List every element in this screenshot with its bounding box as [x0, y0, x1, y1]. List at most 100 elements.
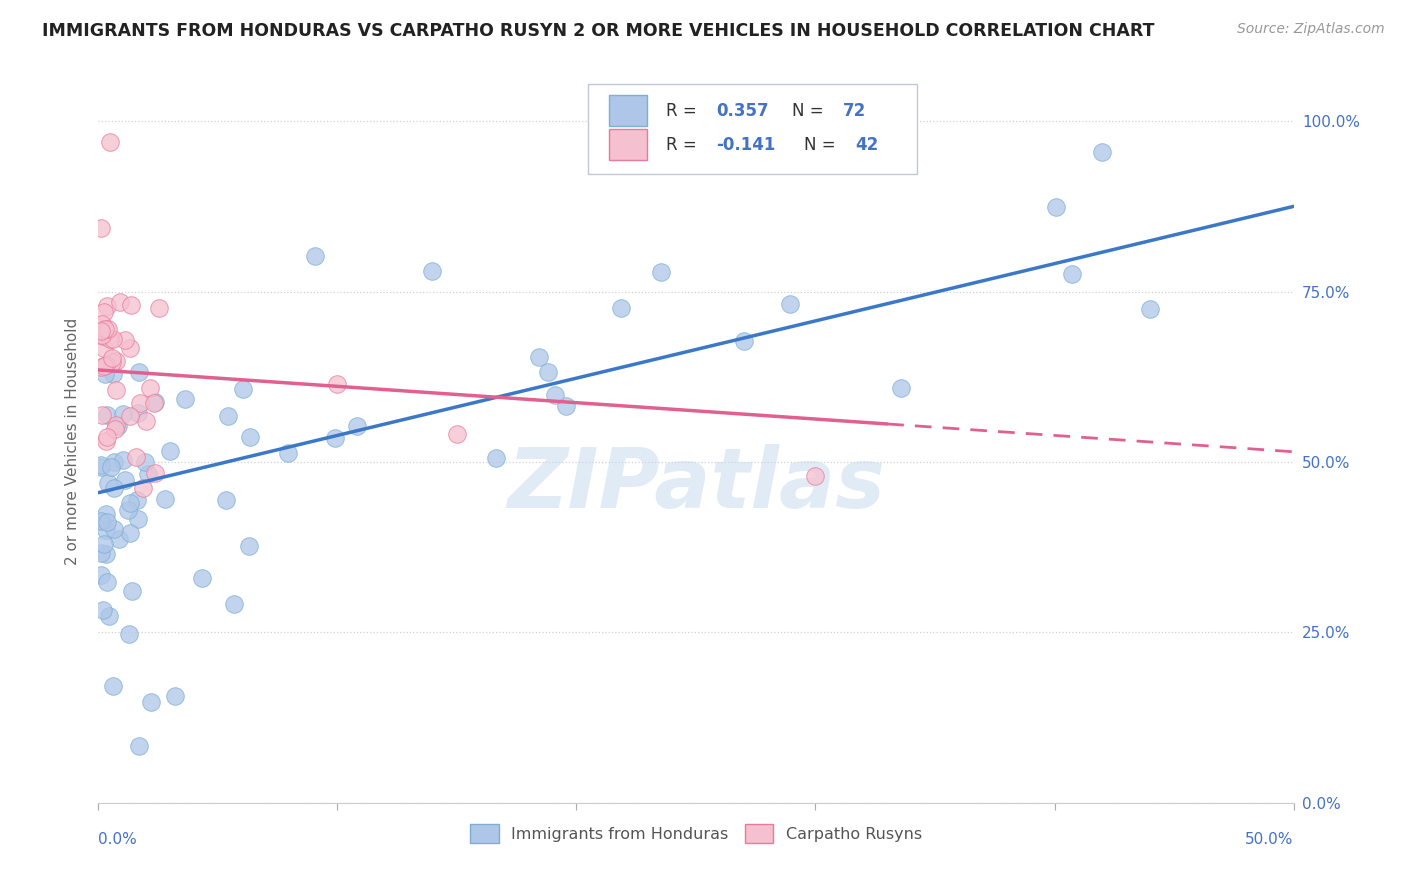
Point	[96, 299, 118, 313]
Point	[114, 333, 136, 347]
Point	[277, 446, 299, 460]
Text: N =: N =	[804, 136, 841, 153]
Point	[105, 418, 128, 433]
Text: ZIPatlas: ZIPatlas	[508, 444, 884, 525]
Point	[238, 539, 260, 553]
Point	[143, 466, 166, 480]
Point	[217, 409, 239, 423]
Point	[190, 571, 212, 585]
Point	[103, 367, 125, 381]
Point	[153, 492, 176, 507]
Point	[544, 388, 567, 402]
Point	[104, 384, 127, 398]
Point	[112, 407, 135, 421]
Point	[537, 365, 560, 379]
Point	[108, 294, 131, 309]
Point	[97, 609, 120, 624]
Point	[804, 468, 827, 483]
Point	[420, 264, 443, 278]
Point	[94, 367, 117, 381]
Point	[94, 434, 117, 448]
Point	[165, 689, 187, 703]
Point	[124, 450, 146, 464]
Point	[326, 376, 349, 391]
FancyBboxPatch shape	[589, 84, 917, 174]
Point	[159, 444, 181, 458]
Point	[224, 597, 246, 611]
Point	[111, 452, 134, 467]
Point	[96, 409, 118, 423]
Point	[1060, 267, 1083, 281]
Point	[90, 317, 112, 331]
Point	[101, 351, 124, 365]
Text: IMMIGRANTS FROM HONDURAS VS CARPATHO RUSYN 2 OR MORE VEHICLES IN HOUSEHOLD CORRE: IMMIGRANTS FROM HONDURAS VS CARPATHO RUS…	[42, 22, 1154, 40]
Point	[96, 574, 118, 589]
Point	[94, 322, 117, 336]
Point	[139, 381, 162, 395]
Point	[485, 450, 508, 465]
Point	[120, 409, 142, 423]
Point	[96, 359, 118, 373]
Point	[90, 458, 112, 473]
Point	[610, 301, 633, 315]
Point	[104, 353, 127, 368]
Point	[323, 431, 346, 445]
Point	[90, 221, 112, 235]
Text: 42: 42	[855, 136, 879, 153]
Text: 0.0%: 0.0%	[98, 831, 138, 847]
Point	[114, 473, 136, 487]
Point	[135, 414, 157, 428]
Text: 50.0%: 50.0%	[1246, 831, 1294, 847]
Point	[733, 334, 755, 348]
Point	[779, 297, 801, 311]
Point	[107, 532, 129, 546]
Point	[128, 365, 150, 379]
Point	[101, 354, 124, 368]
Point	[100, 460, 122, 475]
Point	[98, 135, 121, 149]
Point	[98, 332, 121, 346]
Point	[125, 492, 148, 507]
Point	[90, 545, 112, 559]
Point	[96, 515, 118, 529]
Point	[90, 515, 112, 529]
Point	[128, 395, 150, 409]
Point	[120, 342, 142, 356]
Point	[90, 408, 112, 422]
Point	[127, 512, 149, 526]
Point	[103, 522, 125, 536]
Point	[118, 627, 141, 641]
Point	[148, 301, 170, 315]
Text: N =: N =	[792, 102, 828, 120]
Point	[93, 359, 115, 374]
Point	[90, 359, 112, 374]
Point	[91, 328, 114, 343]
Point	[737, 114, 759, 128]
Point	[101, 332, 124, 346]
Point	[120, 526, 142, 541]
Text: 72: 72	[844, 102, 866, 120]
Point	[93, 537, 115, 551]
Point	[346, 419, 368, 434]
Point	[90, 568, 112, 582]
Bar	[609, 129, 647, 160]
Text: 0.357: 0.357	[716, 102, 769, 120]
Point	[1045, 200, 1067, 214]
Point	[94, 547, 117, 561]
Text: -0.141: -0.141	[716, 136, 776, 153]
Point	[128, 739, 150, 753]
Point	[239, 430, 262, 444]
Point	[143, 394, 166, 409]
Legend: Immigrants from Honduras, Carpatho Rusyns: Immigrants from Honduras, Carpatho Rusyn…	[464, 818, 928, 849]
Point	[215, 492, 238, 507]
Point	[136, 467, 159, 481]
Text: R =: R =	[666, 136, 702, 153]
Point	[554, 400, 576, 414]
Point	[1139, 301, 1161, 316]
Point	[134, 455, 156, 469]
Point	[96, 523, 118, 537]
Point	[120, 298, 142, 312]
Point	[103, 679, 125, 693]
Point	[94, 507, 117, 521]
Y-axis label: 2 or more Vehicles in Household: 2 or more Vehicles in Household	[65, 318, 80, 566]
